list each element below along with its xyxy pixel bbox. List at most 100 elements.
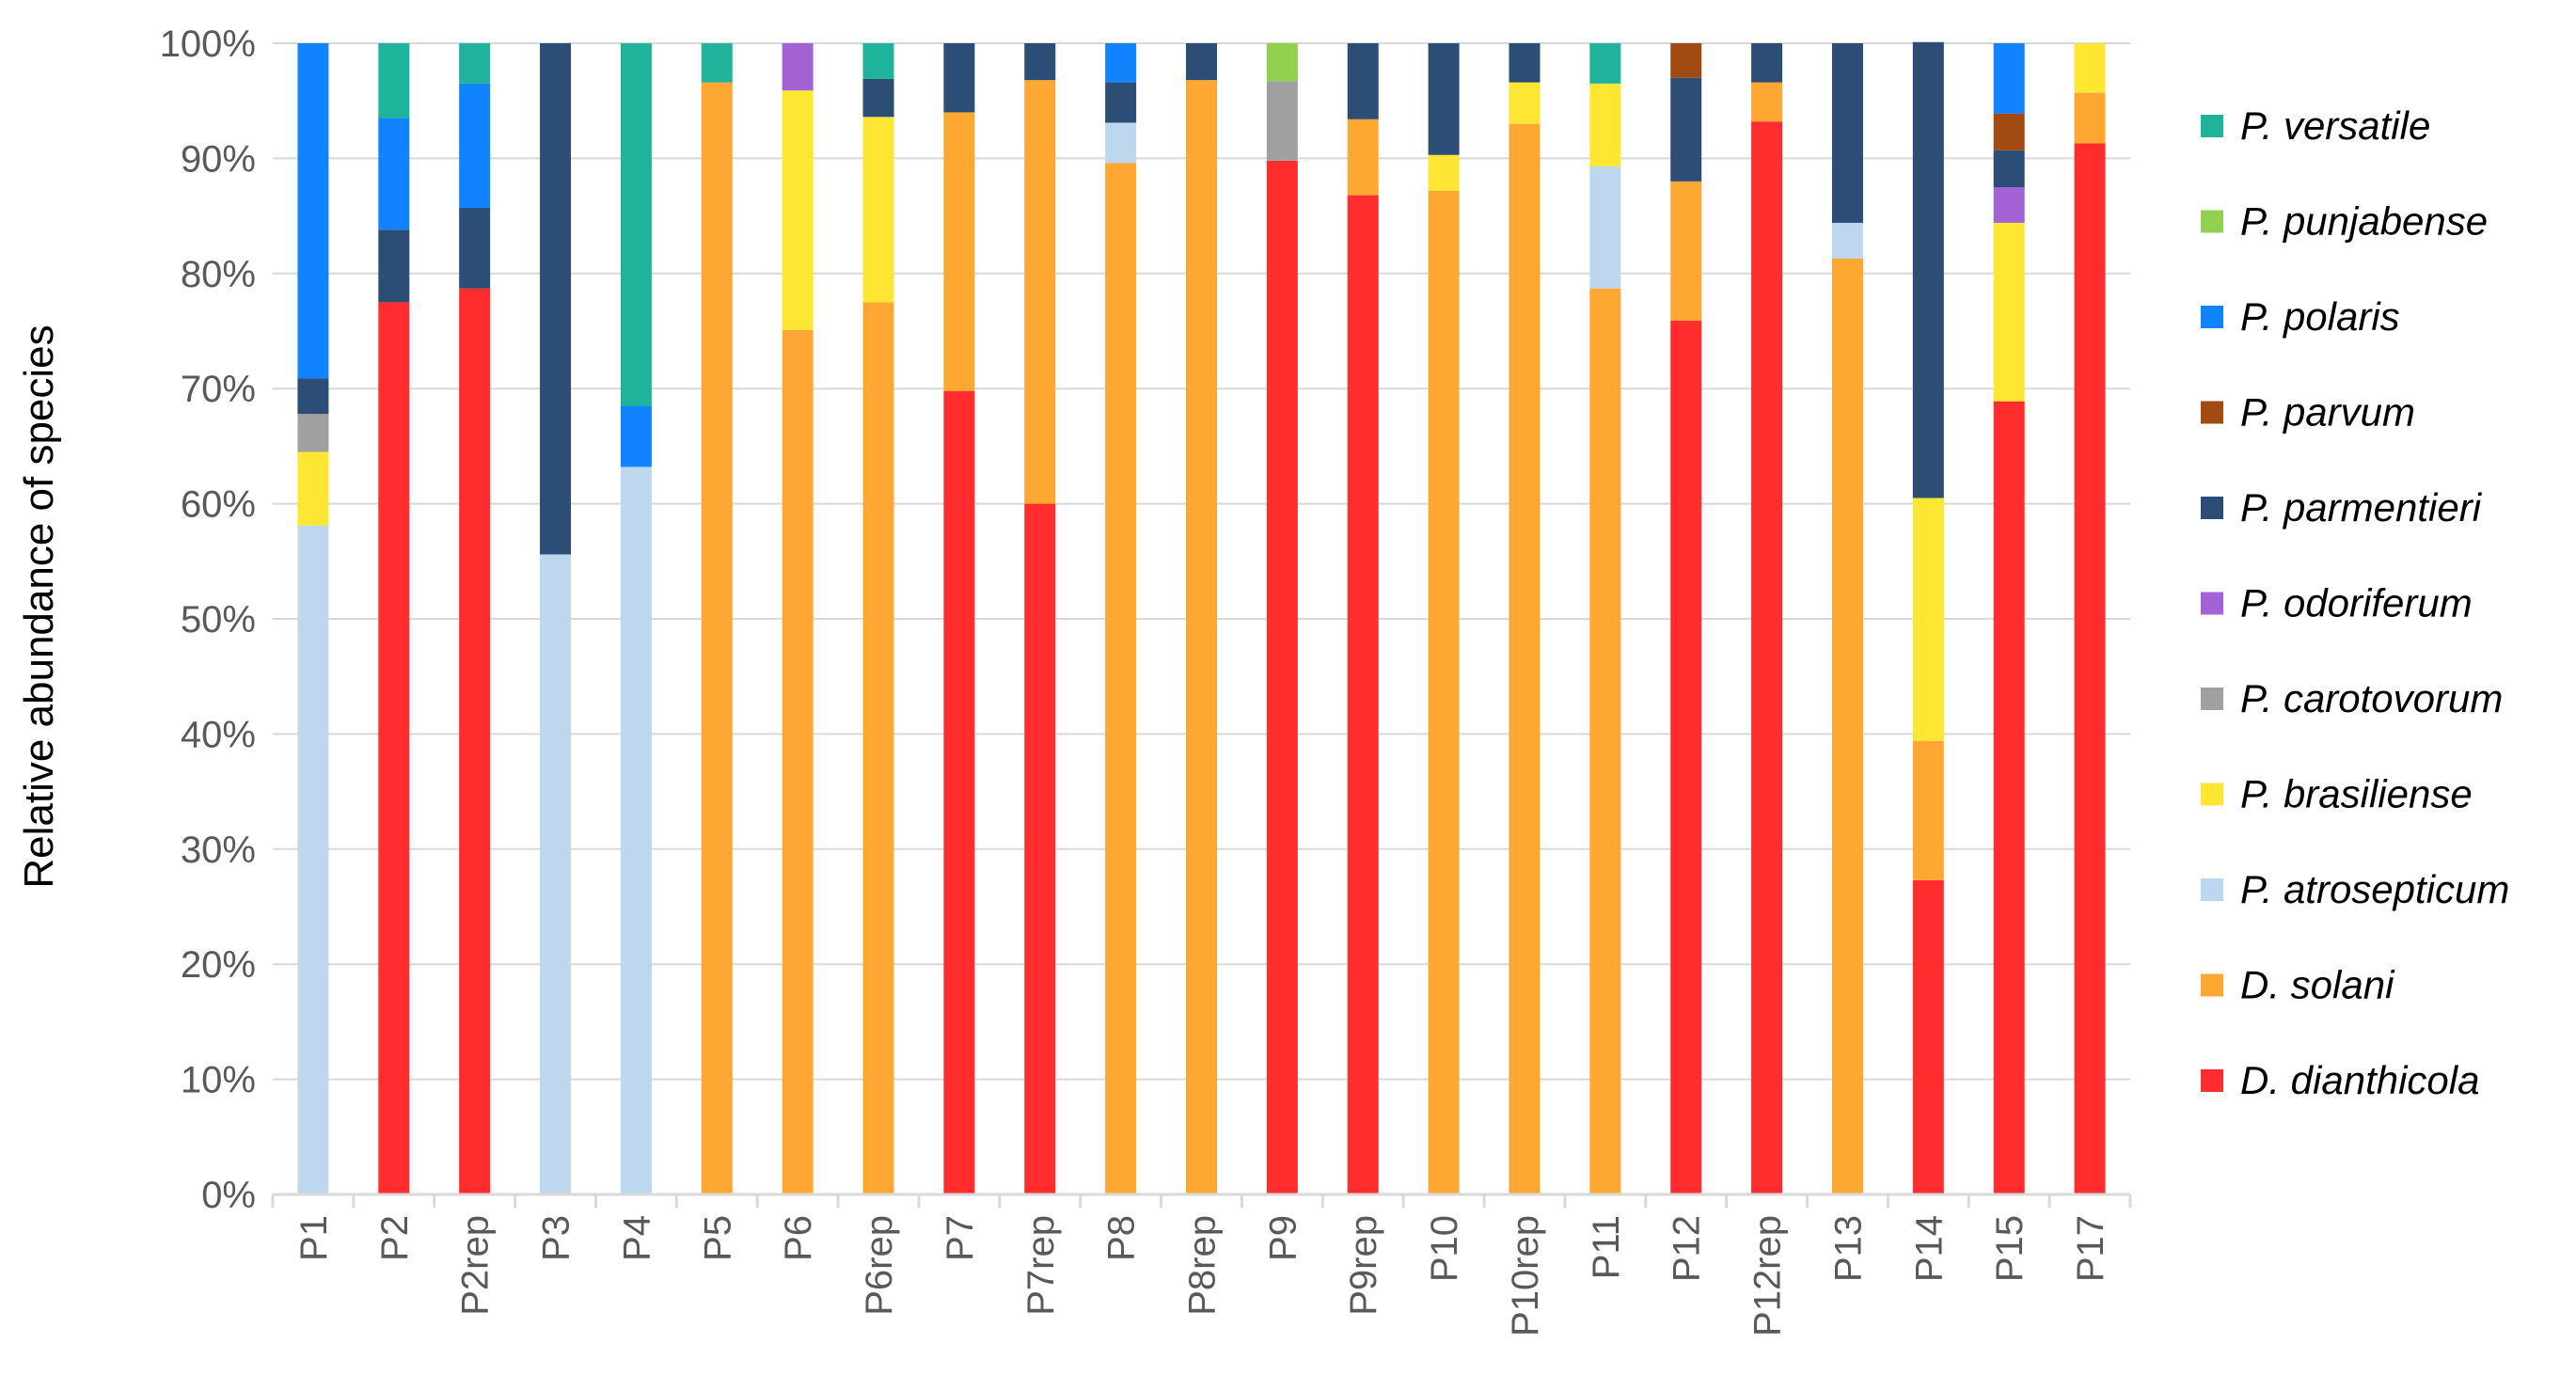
bar-segment [1670,181,1702,321]
x-tick-label: P9 [1262,1215,1304,1261]
bar-segment [378,43,410,119]
y-tick-label: 90% [181,138,256,180]
legend-swatch [2201,878,2223,901]
x-tick-label: P10rep [1505,1215,1546,1336]
bar-segment [297,525,329,1194]
legend-label: P. punjabense [2240,199,2488,244]
bar-segment [1266,160,1298,1194]
x-tick-label: P14 [1908,1215,1950,1282]
bar-segment [1993,150,2025,187]
legend-item: P. versatile [2201,103,2430,148]
bar-segment [297,43,329,379]
legend-swatch [2201,1069,2223,1092]
bar-segment [1993,43,2025,114]
x-tick-label: P6rep [859,1215,900,1316]
bar-segment [297,414,329,452]
bar-segment [1912,740,1944,880]
x-tick-label: P5 [697,1215,738,1261]
x-tick-label: P2 [374,1215,416,1261]
x-tick-label: P7rep [1020,1215,1062,1316]
legend-swatch [2201,401,2223,424]
legend-label: P. parmentieri [2240,485,2483,530]
y-axis-title: Relative abundance of species [16,324,62,888]
y-tick-label: 40% [181,714,256,755]
bar-segment [378,302,410,1194]
bar-segment [1589,83,1621,166]
bar-segment [1831,258,1863,1194]
bar-segment [459,43,491,84]
y-tick-label: 0% [201,1175,256,1216]
y-tick-label: 70% [181,369,256,410]
bar-segment [2074,92,2106,144]
bar-segment [2074,143,2106,1194]
y-tick-label: 50% [181,599,256,640]
bar-segment [862,78,894,118]
bar-segment [1105,43,1137,83]
legend-label: D. dianthicola [2240,1058,2479,1102]
y-tick-label: 30% [181,830,256,871]
x-tick-label: P11 [1586,1215,1627,1279]
bar-segment [297,451,329,526]
bar-segment [1751,43,1783,83]
legend-label: D. solani [2240,963,2395,1007]
bar-segment [540,43,572,555]
bar-segment [943,390,975,1194]
legend-item: P. polaris [2201,294,2400,339]
legend-swatch [2201,306,2223,328]
bar-segment [1347,43,1379,119]
legend-item: D. solani [2201,963,2395,1007]
bar-segment [1589,166,1621,289]
x-tick-label: P3 [536,1215,577,1261]
bar-segment [459,208,491,289]
bar-segment [1186,80,1217,1195]
bar-segment [1993,187,2025,223]
x-tick-label: P13 [1827,1215,1869,1282]
legend-label: P. atrosepticum [2240,867,2509,911]
bar-segment [1105,82,1137,123]
bar-segment [943,43,975,113]
bar-segment [1024,503,1056,1194]
legend-item: P. brasiliense [2201,772,2473,816]
bar-segment [782,329,814,1194]
bar-segment [620,43,652,406]
legend-item: P. parmentieri [2201,485,2483,530]
legend-swatch [2201,497,2223,519]
bar-segment [1024,80,1056,504]
bar-segment [2074,43,2106,93]
bar-segment [1589,288,1621,1194]
bar-segment [1912,879,1944,1194]
bar-segment [1993,222,2025,402]
bar-segment [1266,81,1298,161]
legend-item: P. odoriferum [2201,581,2473,625]
bar-segment [1509,82,1541,124]
bar-segment [1105,122,1137,164]
bar-segment [1670,320,1702,1194]
bar-segment [1670,77,1702,182]
bar-segment [862,302,894,1194]
bar-segment [701,82,733,1195]
bar-segment [1347,195,1379,1194]
bar-segment [1024,43,1056,81]
bar-segment [1993,401,2025,1194]
bar-segment [459,288,491,1194]
bar-segment [1589,43,1621,84]
bar-segment [1751,82,1783,122]
bar-segment [620,466,652,1194]
bar-segment [943,112,975,391]
x-tick-label: P8 [1101,1215,1143,1261]
x-tick-label: P8rep [1182,1215,1224,1316]
y-tick-label: 80% [181,254,256,295]
legend-item: P. carotovorum [2201,676,2503,720]
legend-swatch [2201,592,2223,615]
bar-segment [1266,43,1298,82]
x-tick-label: P15 [1989,1215,2031,1282]
bar-segment [1831,43,1863,223]
y-tick-label: 10% [181,1060,256,1101]
bar-segment [1186,43,1217,81]
legend-label: P. carotovorum [2240,676,2503,720]
bar-segment [1831,222,1863,259]
legend-label: P. versatile [2240,103,2430,148]
bar-segment [782,43,814,91]
bar-segment [782,90,814,330]
